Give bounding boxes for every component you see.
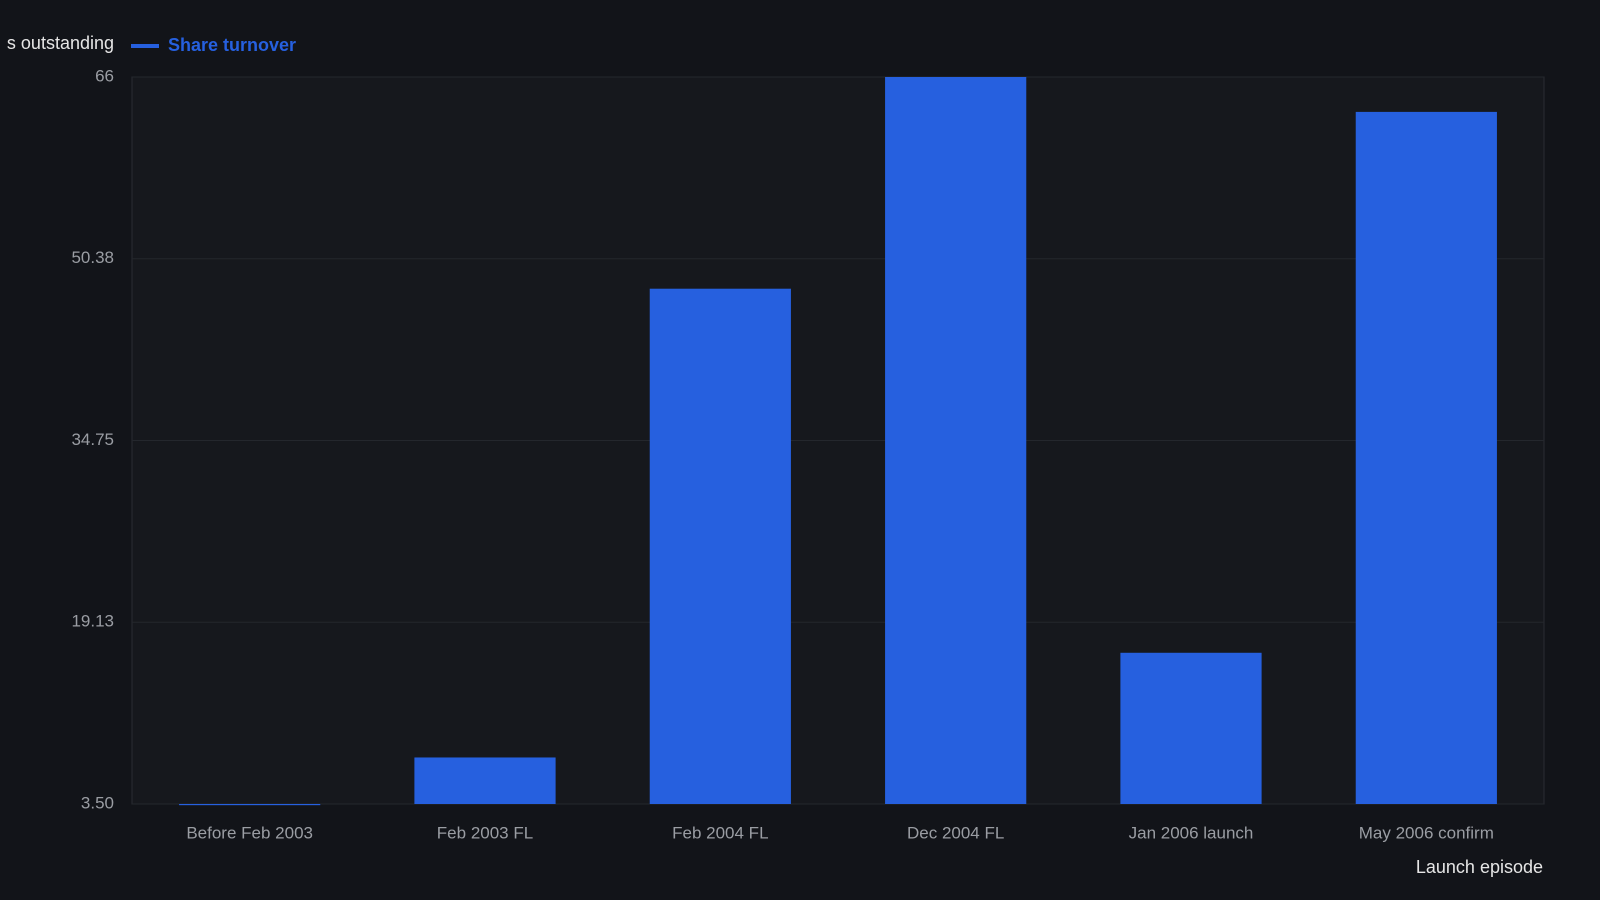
- x-tick-label: Before Feb 2003: [186, 823, 313, 842]
- legend-label: Share turnover: [168, 35, 296, 55]
- y-tick-label: 34.75: [71, 430, 114, 449]
- bar: [885, 77, 1027, 804]
- x-tick-label: May 2006 confirm: [1359, 823, 1494, 842]
- x-tick-label: Dec 2004 FL: [907, 823, 1004, 842]
- y-tick-label: 19.13: [71, 612, 114, 631]
- y-tick-label: 66: [95, 66, 114, 85]
- x-tick-label: Jan 2006 launch: [1129, 823, 1254, 842]
- y-tick-label: 3.50: [81, 793, 114, 812]
- bar: [414, 757, 556, 804]
- y-tick-label: 50.38: [71, 248, 114, 267]
- x-tick-label: Feb 2003 FL: [437, 823, 533, 842]
- bar: [649, 288, 791, 804]
- bar: [1355, 111, 1497, 805]
- bar: [1120, 652, 1262, 804]
- bar: [179, 804, 321, 806]
- x-tick-label: Feb 2004 FL: [672, 823, 768, 842]
- x-axis-title: Launch episode: [1416, 857, 1543, 877]
- legend-label: s outstanding: [7, 33, 114, 53]
